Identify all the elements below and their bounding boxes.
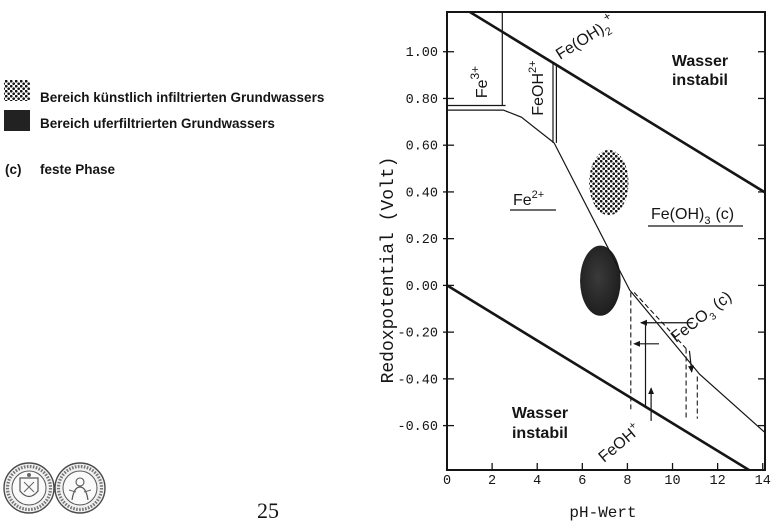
label-feoh2-plus-base: Fe(OH) — [553, 21, 607, 64]
legend-symbol-solid-phase: (c) — [5, 162, 22, 177]
y-tick-label: 0.80 — [406, 93, 438, 108]
x-tick-label: 8 — [623, 474, 631, 489]
label-feco3-phase: (c) — [710, 288, 735, 313]
label-feco3-sub: 3 — [708, 311, 720, 323]
y-tick-label: -0.40 — [397, 373, 438, 388]
legend-swatch-dotted — [4, 80, 30, 101]
x-tick-label: 12 — [710, 474, 726, 489]
y-axis-ticks: 1.00 0.80 0.60 0.40 0.20 0.00 -0.20 -0.40 -0.60 — [397, 46, 765, 435]
boundary-lines-layer — [447, 12, 765, 470]
region-artificial-infiltration — [589, 149, 629, 216]
boundary-line-solid-6 — [553, 142, 765, 434]
arrows-layer — [633, 319, 695, 421]
label-feoh3: Fe(OH)3 (c) — [651, 206, 734, 227]
label-feoh3-phase: (c) — [715, 206, 734, 223]
label-feoh2-base: FeOH — [530, 73, 547, 116]
label-fe2-base: Fe — [513, 192, 532, 209]
legend-swatch-dark — [4, 110, 30, 131]
x-tick-label: 2 — [488, 474, 496, 489]
x-tick-label: 14 — [755, 474, 771, 489]
boundary-line-solid-2 — [447, 109, 555, 144]
label-fe2-charge: 2+ — [532, 189, 545, 201]
label-feoh3-sub: 3 — [704, 215, 710, 227]
label-water-unstable-lower-line1: Wasser — [512, 405, 568, 422]
y-tick-label: 0.60 — [406, 140, 438, 155]
boundary-line-dashed-2 — [633, 292, 687, 349]
boundary-line-bold-2 — [447, 284, 752, 470]
label-fe2: Fe2+ — [513, 189, 544, 209]
plot-frame — [446, 11, 766, 471]
university-seal-left — [3, 462, 55, 514]
label-feoh3-base: Fe(OH) — [651, 206, 704, 223]
x-tick-label: 10 — [664, 474, 680, 489]
x-tick-label: 4 — [533, 474, 541, 489]
region-bank-filtration — [580, 245, 621, 316]
label-fe3-base: Fe — [474, 79, 491, 98]
x-axis-label: pH-Wert — [569, 504, 636, 522]
label-water-unstable-lower-line2: instabil — [512, 425, 568, 442]
y-tick-label: -0.20 — [397, 327, 438, 342]
label-feoh2-plus-sub: 2 — [603, 25, 615, 38]
university-seal-right — [54, 462, 106, 514]
label-water-unstable-upper-line2: instabil — [672, 72, 728, 89]
label-feoh-plus: FeOH+ — [594, 419, 644, 466]
y-tick-label: 1.00 — [406, 46, 438, 61]
legend: Bereich künstlich infiltrierten Grundwas… — [4, 80, 324, 177]
boundary-line-bold-1 — [467, 12, 765, 194]
x-axis-ticks: 0 2 4 6 8 10 12 14 — [443, 463, 771, 489]
y-axis-label: Redoxpotential (Volt) — [379, 157, 399, 384]
arrow-4 — [688, 350, 695, 373]
label-water-unstable-upper-line1: Wasser — [672, 53, 728, 70]
y-tick-label: 0.20 — [406, 233, 438, 248]
label-feoh2-plus: Fe(OH)2+ — [550, 9, 621, 67]
legend-label-solid-phase: feste Phase — [40, 162, 116, 177]
label-feoh2: FeOH2+ — [527, 60, 547, 115]
plot-area: 1.000.800.600.400.200.00-0.20-0.40-0.60 … — [379, 9, 771, 522]
y-tick-label: -0.60 — [397, 420, 438, 435]
label-feoh2-charge: 2+ — [527, 60, 539, 73]
label-fe3: Fe3+ — [468, 66, 491, 98]
label-fe3-charge: 3+ — [468, 66, 482, 80]
label-feco3-base: FeCO — [668, 306, 712, 346]
x-tick-label: 6 — [578, 474, 586, 489]
label-feco3: FeCO3(c) — [668, 288, 738, 349]
y-tick-label: 0.40 — [406, 186, 438, 201]
y-tick-label: 0.00 — [406, 280, 438, 295]
x-tick-label: 0 — [443, 474, 451, 489]
page-number: 25 — [257, 498, 279, 523]
legend-label-artificial-infiltration: Bereich künstlich infiltrierten Grundwas… — [40, 90, 324, 105]
legend-label-bank-filtration: Bereich uferfiltrierten Grundwassers — [40, 116, 275, 131]
regions-layer — [580, 149, 629, 316]
